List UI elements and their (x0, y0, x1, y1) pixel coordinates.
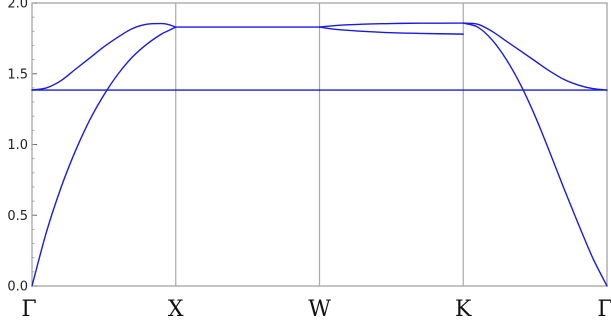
y-tick-label: 2.0 (7, 0, 28, 12)
y-tick-label: 1.0 (7, 138, 28, 153)
y-tick-label: 0.5 (7, 209, 28, 224)
band-line (31, 22, 177, 91)
x-point-label: W (308, 297, 331, 322)
x-point-label: K (455, 297, 472, 322)
y-tick-label: 0.0 (7, 280, 28, 295)
band-line (318, 26, 464, 35)
high-symmetry-dividers (175, 3, 464, 286)
x-point-label: X (168, 297, 184, 322)
band-line (462, 22, 608, 91)
x-point-label: Γ (597, 297, 611, 322)
band-line (31, 26, 177, 287)
band-lines (31, 22, 608, 287)
band-line (462, 22, 608, 287)
y-axis: 0.0 0.5 1.0 1.5 2.0 (7, 0, 37, 295)
x-point-label: Γ (21, 297, 36, 322)
y-tick-label: 1.5 (7, 67, 28, 82)
band-line (318, 22, 464, 28)
